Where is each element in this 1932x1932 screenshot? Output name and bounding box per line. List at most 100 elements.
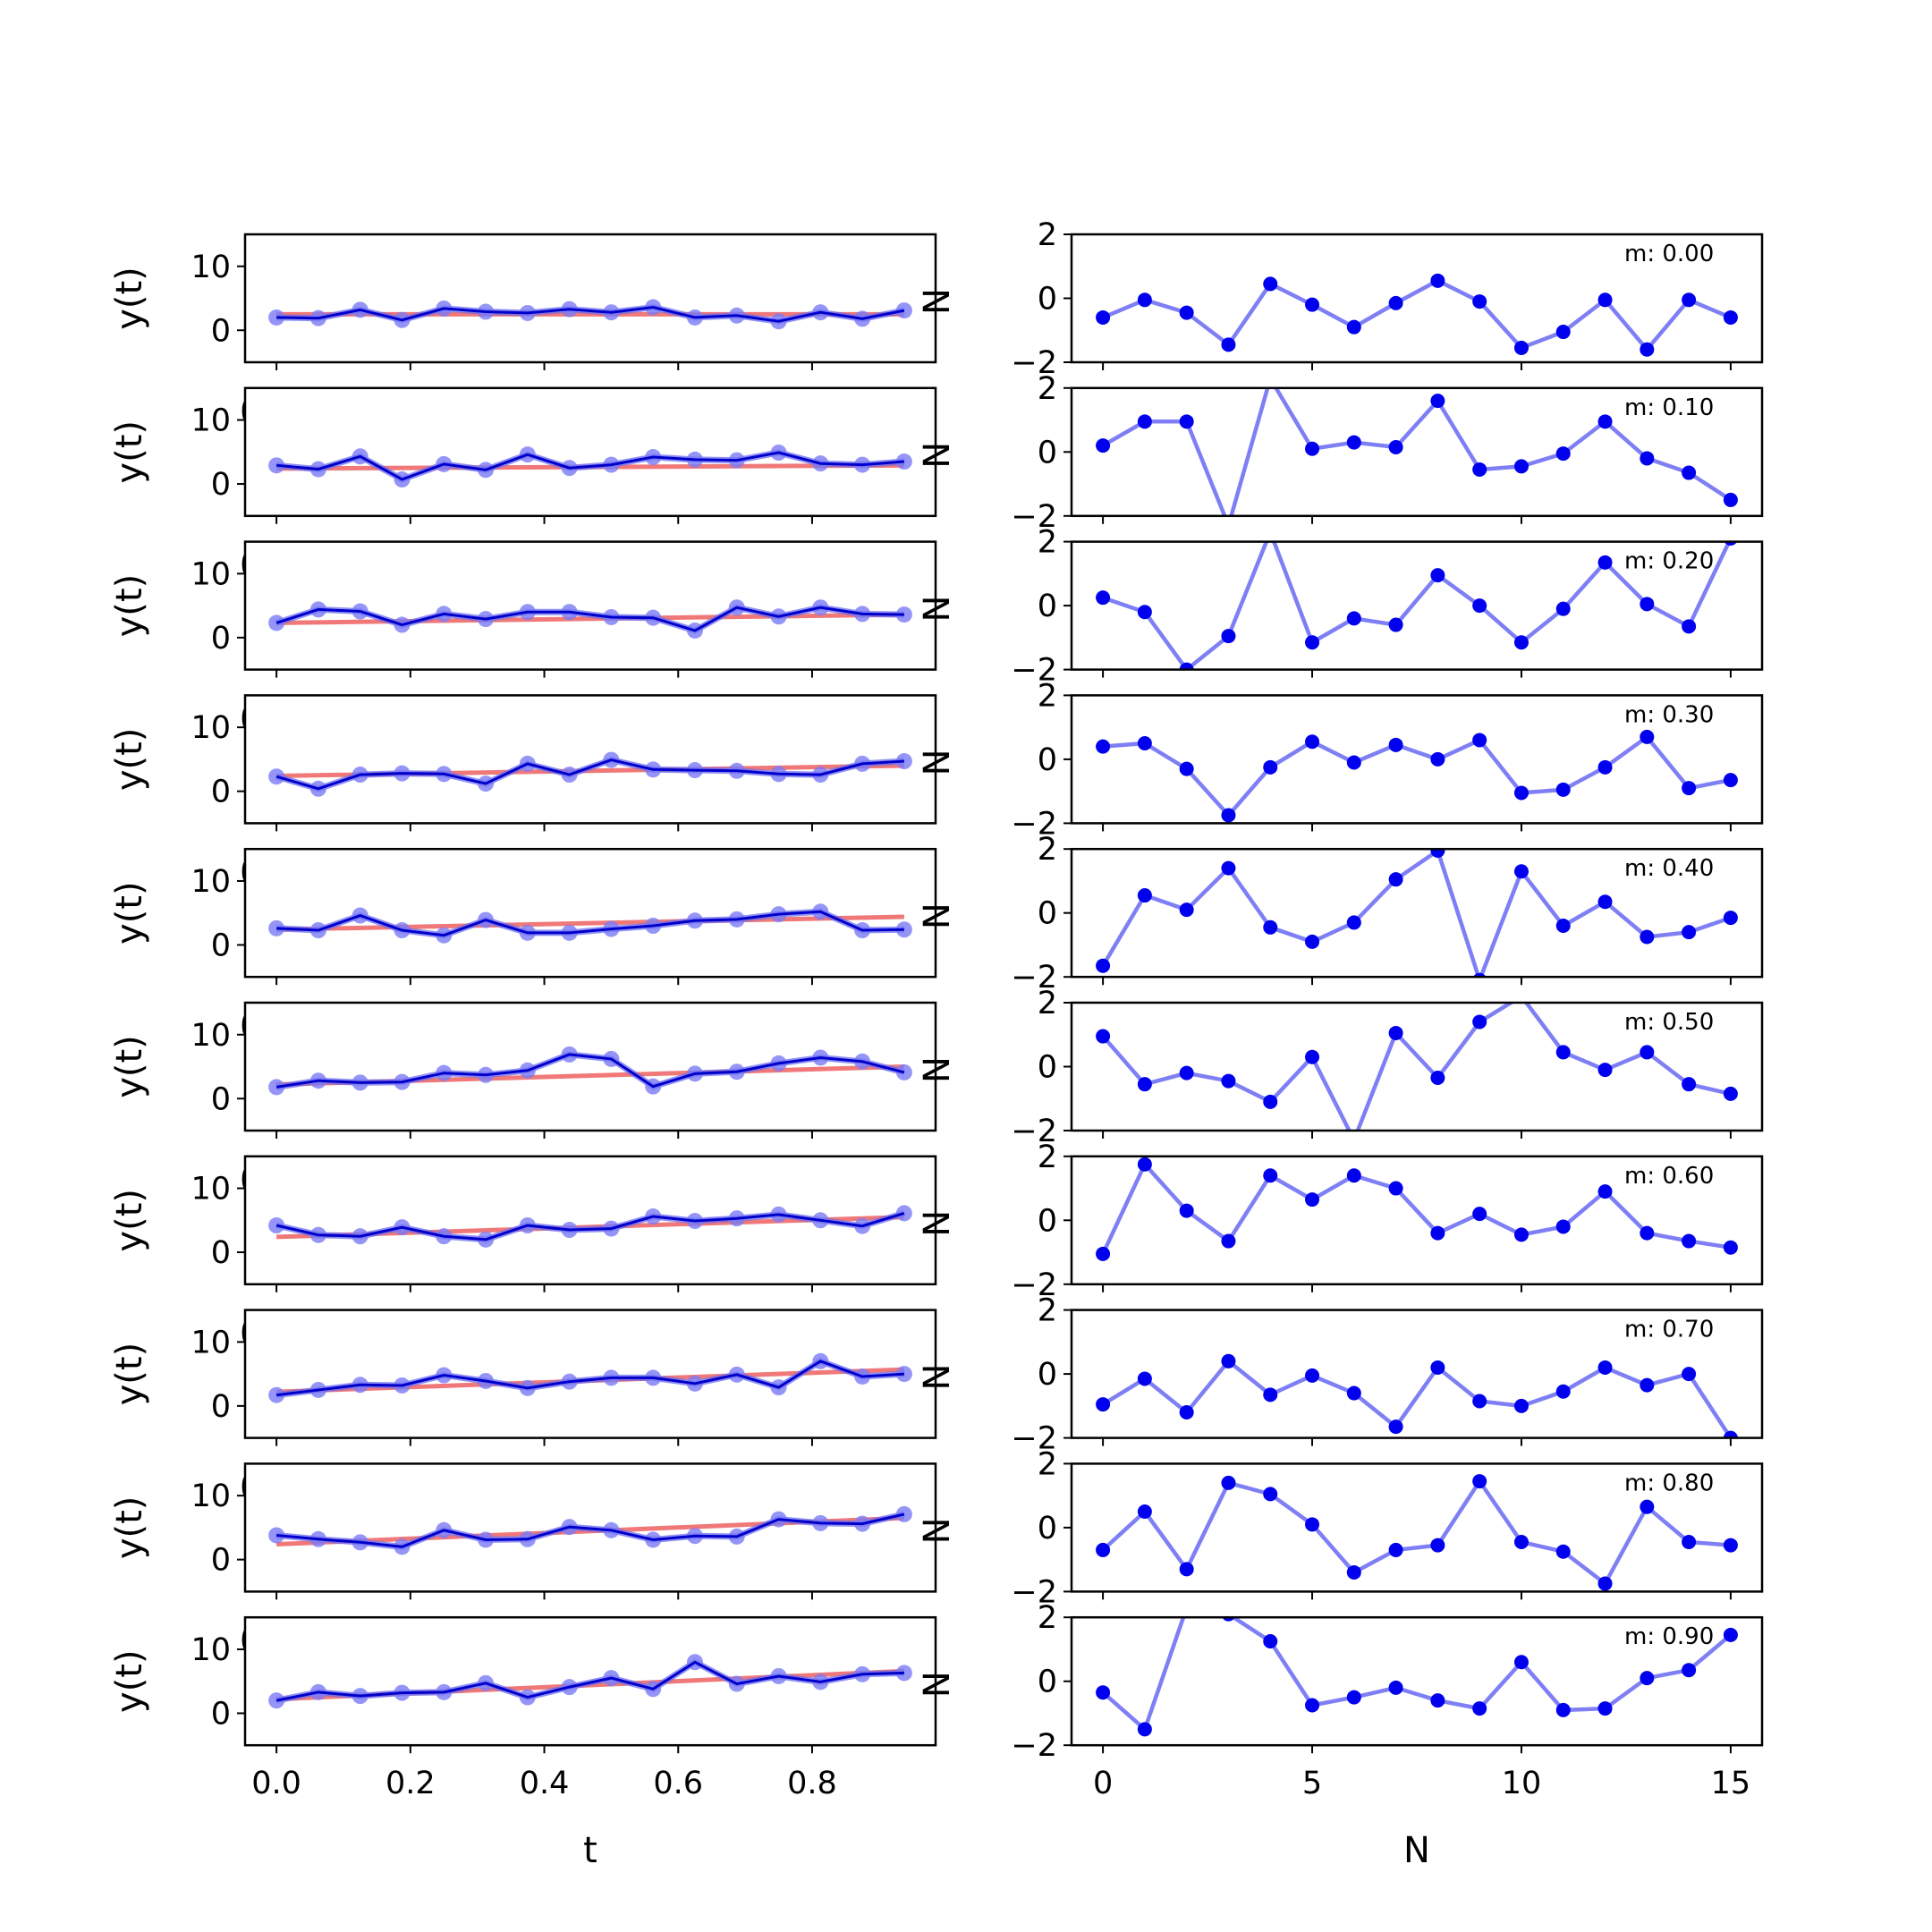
y-axis-label: y(t) [109, 267, 150, 330]
residual-point [1346, 1168, 1361, 1183]
clipped-label-fragment: N [917, 1364, 958, 1391]
residual-point [1180, 1600, 1194, 1614]
clipped-label-fragment: N [917, 288, 958, 315]
residual-point [1305, 1192, 1320, 1208]
residual-point [1263, 525, 1277, 539]
x-tick-label: 0.2 [386, 1766, 436, 1801]
residual-point [1263, 1168, 1278, 1183]
fit-line [276, 612, 904, 625]
residual-point [1388, 737, 1403, 752]
residual-point [1221, 629, 1236, 644]
residual-point [1473, 972, 1487, 978]
residual-point [1597, 1576, 1613, 1591]
x-tick-label: 15 [1711, 1766, 1751, 1801]
y-tick-label: −2 [1011, 653, 1057, 689]
residual-point [1640, 1045, 1655, 1060]
residual-point [1221, 1073, 1236, 1089]
residual-point [1723, 911, 1738, 926]
residual-point [1305, 734, 1320, 750]
fit-line [276, 914, 904, 932]
residual-point [1179, 662, 1194, 670]
residual-point [1640, 342, 1655, 357]
clipped-label-fragment: N [917, 596, 958, 623]
y-tick-label: 0 [1038, 1357, 1057, 1393]
residual-point [1137, 1157, 1152, 1172]
y-tick-label: 0 [211, 313, 231, 349]
residual-point [1137, 1504, 1152, 1520]
x-tick-label: 5 [1302, 1766, 1322, 1801]
y-tick-label: 10 [191, 403, 231, 439]
residual-point [1346, 1690, 1361, 1705]
residual-point [1513, 1398, 1529, 1413]
y-tick-label: −2 [1011, 1267, 1057, 1303]
residual-point [1179, 1405, 1194, 1419]
residual-point [1221, 1475, 1236, 1490]
residual-point [1430, 1693, 1445, 1708]
y-tick-label: 2 [1038, 525, 1057, 561]
m-annotation: m: 0.80 [1624, 1470, 1714, 1496]
residual-point [1597, 555, 1613, 570]
residual-point [1472, 462, 1487, 477]
residual-point [1388, 1181, 1403, 1196]
residual-point [1388, 1542, 1403, 1557]
residual-point [1263, 276, 1278, 292]
residual-point [1263, 1634, 1278, 1649]
y-tick-label: 0 [211, 928, 231, 963]
residual-point [1179, 1562, 1194, 1577]
y-axis-label: y(t) [109, 1343, 150, 1406]
residual-point [1305, 1698, 1320, 1713]
y-tick-label: 0 [211, 621, 231, 657]
residual-point [1555, 1544, 1571, 1559]
residual-point [1555, 325, 1571, 340]
residual-point [1513, 1655, 1529, 1670]
y-tick-label: 10 [191, 1325, 231, 1360]
residual-point [1221, 519, 1235, 533]
y-tick-label: 0 [1038, 589, 1057, 624]
clipped-label-fragment: N [917, 1056, 958, 1083]
x-tick-label: 0.4 [520, 1766, 570, 1801]
series-line [275, 606, 904, 632]
residual-point [1263, 1387, 1278, 1402]
m-annotation: m: 0.90 [1624, 1623, 1714, 1650]
residual-line [1102, 278, 1732, 353]
residual-point [1388, 1680, 1403, 1695]
residual-point [1597, 1063, 1613, 1078]
y-tick-label: 10 [191, 556, 231, 592]
right-subplot-4: −2 0 2 m: 0.40 [1011, 832, 1764, 996]
residual-point [1305, 297, 1320, 312]
residual-point [1430, 849, 1445, 858]
series-line [275, 1513, 905, 1548]
residual-point [1640, 1499, 1655, 1514]
y-axis-label: y(t) [109, 1189, 150, 1252]
residual-point [1513, 459, 1529, 474]
residual-point [1430, 751, 1445, 767]
residual-line [1101, 1358, 1733, 1438]
residual-point [1179, 414, 1194, 429]
residual-point [1472, 1394, 1487, 1409]
y-tick-label: 0 [1038, 435, 1057, 470]
residual-point [1096, 1397, 1111, 1412]
residual-line [1101, 849, 1732, 978]
right-subplot-5: −2 0 2 m: 0.50 [1011, 986, 1764, 1149]
m-annotation: m: 0.10 [1624, 394, 1714, 421]
y-axis-label: y(t) [109, 1496, 150, 1560]
y-tick-label: 0 [1038, 1511, 1057, 1546]
y-tick-label: 0 [1038, 282, 1057, 318]
residual-point [1430, 1538, 1445, 1553]
right-subplot-9: −2 0 2 0 5 10 15 m: 0.90 [1011, 1600, 1764, 1801]
right-subplot-6: −2 0 2 m: 0.60 [1011, 1140, 1764, 1303]
x-tick-label: 0 [1093, 1766, 1113, 1801]
residual-point [1137, 1077, 1152, 1092]
residual-point [1723, 1240, 1738, 1255]
clipped-label-fragment: N [917, 1517, 958, 1544]
y-tick-label: 0 [1038, 742, 1057, 778]
residual-point [1682, 465, 1697, 480]
residual-point [1430, 1360, 1445, 1375]
residual-point [1430, 394, 1445, 409]
residual-point [1555, 1045, 1571, 1060]
residual-point [1263, 1487, 1278, 1502]
y-tick-label: −2 [1011, 345, 1057, 381]
